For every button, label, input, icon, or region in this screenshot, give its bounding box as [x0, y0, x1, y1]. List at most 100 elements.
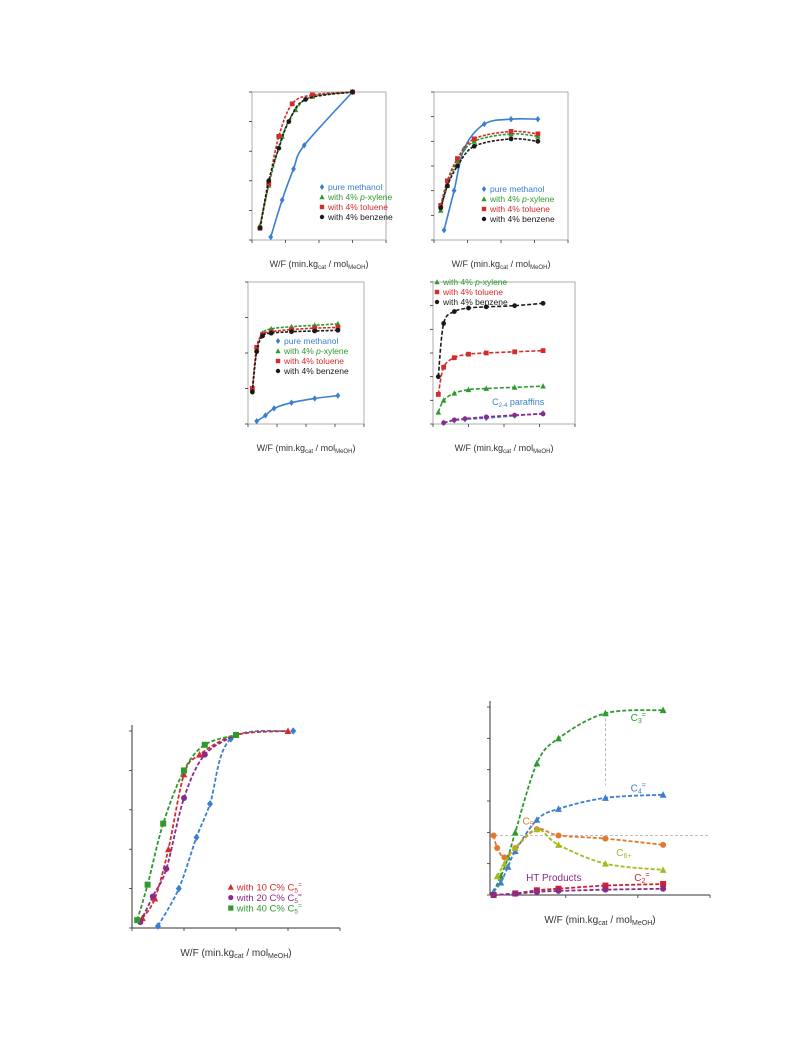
legend-entry: with 4% benzene: [489, 214, 555, 224]
series-line: [492, 709, 664, 893]
data-point: [254, 344, 260, 350]
data-point: [555, 805, 562, 812]
legend-entry: with 4% toluene: [327, 202, 388, 212]
data-point: [441, 364, 447, 370]
data-point: [540, 300, 546, 306]
data-point: [481, 120, 487, 128]
legend-marker: [481, 196, 487, 202]
legend-entry: with 4% p-xylene: [283, 346, 349, 356]
series-with-4-benzene: [257, 89, 355, 231]
data-point: [483, 304, 489, 310]
data-point: [555, 832, 562, 839]
data-point: [279, 196, 285, 204]
x-axis-label: W/F (min.kgcat / molMeOH): [270, 259, 369, 271]
data-point: [451, 390, 458, 396]
data-point: [659, 791, 667, 798]
data-point: [207, 800, 213, 808]
data-point: [512, 412, 518, 418]
data-point: [540, 411, 546, 417]
data-point: [660, 881, 667, 888]
series-line: [259, 91, 353, 229]
data-point: [555, 841, 562, 848]
x-axis-label: W/F (min.kgcat / molMeOH): [180, 948, 291, 960]
legend-entry: with 4% toluene: [283, 356, 344, 366]
legend-entry: with 4% benzene: [283, 366, 349, 376]
data-point: [535, 138, 541, 144]
data-point: [483, 350, 489, 356]
data-point: [511, 844, 519, 851]
data-point: [659, 866, 667, 873]
legend-marker: [319, 184, 325, 190]
series-with-4-toluene: [435, 348, 546, 397]
series-with-4-benzene: [435, 300, 546, 380]
series-label: C4=: [631, 783, 646, 796]
data-point: [441, 420, 447, 426]
legend-marker: [275, 368, 281, 374]
x-axis-label: W/F (min.kgcat / molMeOH): [452, 259, 551, 271]
data-point: [501, 854, 508, 861]
series-label: C6+: [616, 848, 631, 860]
data-point: [335, 320, 341, 327]
series-with-4-benzene: [438, 136, 541, 211]
chart-concentration-products: W/F (min.kgcat / molMeOH) C3= C4= C5 C6+C2= H…: [487, 701, 711, 927]
data-point: [271, 405, 277, 412]
series-line: [443, 117, 538, 231]
data-point: [266, 178, 272, 184]
data-point: [335, 327, 341, 333]
data-point: [181, 767, 187, 774]
data-point: [254, 349, 260, 354]
data-point: [466, 305, 471, 311]
data-point: [451, 309, 457, 314]
x-axis-label: W/F (min.kgcat / molMeOH): [257, 443, 356, 455]
legend-entry: pure methanol: [490, 184, 544, 194]
chart-panel-b: W/F (min.kgcat / molMeOH) pure methanol wi…: [431, 91, 569, 271]
data-point: [465, 386, 472, 393]
data-point: [533, 825, 541, 833]
data-point: [483, 414, 489, 420]
data-point: [260, 333, 265, 339]
legend-entry: pure methanol: [328, 182, 382, 192]
data-point: [301, 142, 307, 149]
chart-conversion-pentene: W/F (min.kgcat / molMeOH)with 10 C% C5=w…: [129, 725, 341, 960]
data-point: [312, 395, 318, 402]
data-point: [508, 115, 514, 123]
data-point: [501, 860, 508, 867]
data-point: [276, 145, 282, 151]
data-point: [490, 892, 497, 898]
data-point: [445, 178, 450, 184]
data-point: [508, 136, 514, 142]
data-point: [144, 881, 151, 888]
data-point: [555, 734, 562, 742]
data-point: [160, 820, 167, 827]
legend-marker: [481, 186, 487, 192]
data-point: [455, 156, 460, 161]
series-line: [493, 887, 664, 896]
data-point: [286, 119, 292, 124]
series-label: HT Products: [526, 873, 581, 884]
data-point: [555, 887, 562, 894]
data-point: [602, 860, 609, 867]
legend-marker: [319, 204, 325, 210]
x-axis-label: W/F (min.kgcat / molMeOH): [544, 915, 655, 927]
data-point: [455, 163, 460, 169]
data-point: [438, 205, 444, 211]
data-point: [533, 816, 541, 823]
x-axis-label: W/F (min.kgcat / molMeOH): [455, 443, 554, 455]
chart-panel-d: W/F (min.kgcat / molMeOH) with 4% p-xylen…: [430, 277, 576, 455]
data-point: [512, 890, 519, 897]
series-line: [443, 413, 544, 424]
data-point: [435, 374, 441, 380]
data-point: [303, 97, 308, 102]
series-line: [136, 734, 237, 921]
legend-marker: [227, 883, 234, 890]
legend-entry: with 10 C% C5=: [236, 882, 302, 895]
legend-marker: [319, 194, 325, 200]
data-point: [441, 321, 447, 326]
data-point: [511, 828, 519, 836]
data-point: [289, 101, 295, 107]
legend-entry: with 4% toluene: [489, 204, 550, 214]
legend-marker: [434, 279, 440, 285]
legend-marker: [319, 214, 325, 220]
series-c2-4-paraffins-purple-: [441, 411, 546, 426]
data-point: [134, 917, 141, 924]
